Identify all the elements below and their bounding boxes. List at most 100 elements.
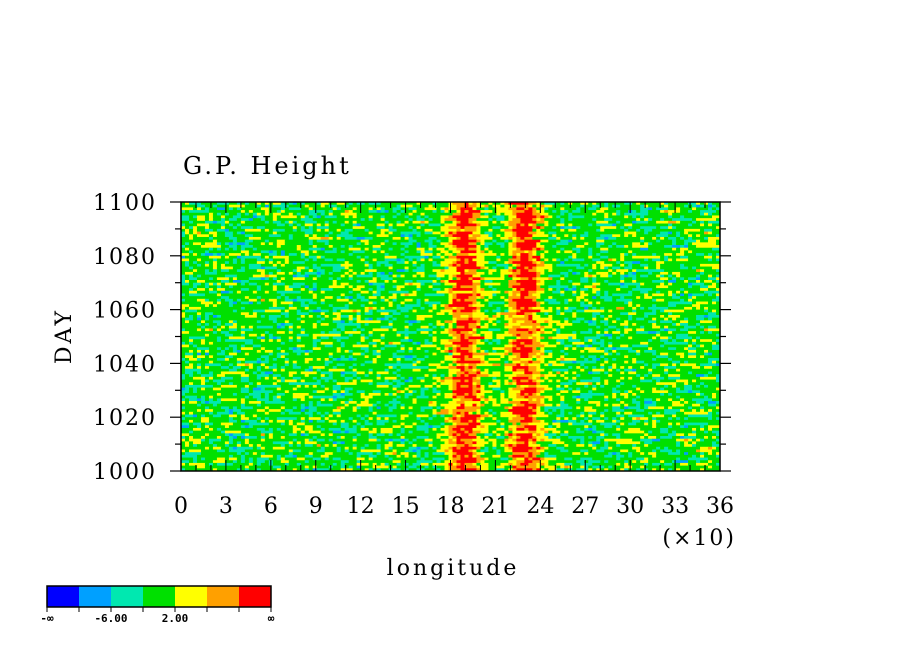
heatmap-cell — [368, 371, 374, 375]
heatmap-cell — [404, 247, 418, 252]
heatmap-cell — [604, 366, 609, 370]
heatmap-cell — [472, 304, 486, 308]
heatmap-cell — [664, 218, 673, 222]
heatmap-cell — [488, 325, 505, 330]
heatmap-cell — [536, 368, 545, 373]
heatmap-cell — [380, 250, 386, 254]
heatmap-cell — [692, 285, 701, 289]
heatmap-cell — [560, 277, 565, 281]
heatmap-cell — [220, 218, 226, 222]
heatmap-cell — [280, 347, 290, 351]
heatmap-cell — [360, 290, 370, 295]
heatmap-cell — [644, 349, 657, 354]
heatmap-cell — [352, 250, 366, 254]
heatmap-cell — [520, 271, 537, 276]
heatmap-cell — [336, 258, 346, 262]
heatmap-cell — [516, 239, 525, 243]
heatmap-cell — [181, 288, 190, 292]
heatmap-field — [181, 202, 720, 471]
heatmap-cell — [344, 379, 350, 383]
heatmap-cell — [560, 395, 565, 399]
heatmap-cell — [616, 212, 621, 217]
heatmap-cell — [716, 239, 720, 243]
heatmap-cell — [496, 261, 505, 265]
heatmap-cell — [204, 218, 210, 222]
heatmap-cell — [300, 218, 314, 222]
heatmap-cell — [360, 280, 366, 284]
heatmap-cell — [476, 226, 482, 230]
heatmap-cell — [652, 236, 657, 241]
heatmap-cell — [212, 236, 230, 241]
heatmap-cell — [308, 274, 318, 278]
heatmap-cell — [436, 323, 446, 327]
heatmap-cell — [280, 220, 286, 225]
heatmap-cell — [612, 387, 617, 391]
heatmap-cell — [356, 220, 386, 225]
heatmap-cell — [608, 371, 621, 375]
heatmap-cell — [356, 274, 374, 278]
heatmap-cell — [560, 309, 565, 313]
heatmap-cell — [272, 271, 278, 276]
heatmap-cell — [648, 290, 657, 295]
heatmap-cell — [240, 247, 246, 252]
heatmap-cell — [676, 339, 685, 343]
heatmap-cell — [184, 274, 190, 278]
heatmap-cell — [480, 266, 486, 270]
heatmap-cell — [264, 298, 270, 303]
heatmap-cell — [576, 234, 581, 238]
heatmap-cell — [624, 228, 629, 233]
heatmap-cell — [704, 280, 713, 284]
heatmap-cell — [676, 220, 681, 225]
heatmap-cell — [508, 274, 513, 278]
heatmap-cell — [252, 274, 266, 278]
heatmap-cell — [336, 247, 350, 252]
heatmap-cell — [184, 293, 190, 297]
heatmap-cell — [524, 266, 529, 270]
heatmap-cell — [512, 298, 533, 303]
heatmap-cell — [181, 339, 190, 343]
heatmap-cell — [436, 245, 446, 249]
heatmap-cell — [492, 266, 498, 270]
heatmap-cell — [440, 390, 454, 394]
heatmap-cell — [616, 368, 621, 373]
heatmap-cell — [592, 258, 601, 262]
heatmap-cell — [608, 250, 629, 254]
heatmap-cell — [552, 355, 561, 359]
heatmap-cell — [704, 223, 709, 227]
heatmap-cell — [488, 382, 494, 386]
heatmap-cell — [548, 296, 553, 300]
heatmap-cell — [284, 242, 310, 246]
heatmap-cell — [608, 382, 621, 386]
heatmap-cell — [552, 226, 557, 230]
heatmap-cell — [604, 212, 609, 217]
heatmap-cell — [640, 228, 645, 233]
heatmap-cell — [284, 376, 294, 381]
heatmap-cell — [488, 269, 498, 273]
heatmap-cell — [604, 358, 609, 362]
heatmap-cell — [692, 293, 705, 297]
heatmap-cell — [288, 207, 302, 211]
heatmap-cell — [544, 269, 549, 273]
heatmap-cell — [248, 366, 254, 370]
heatmap-cell — [408, 269, 414, 273]
heatmap-cell — [181, 306, 186, 311]
heatmap-cell — [376, 344, 386, 348]
heatmap-cell — [192, 234, 198, 238]
heatmap-cell — [328, 323, 338, 327]
heatmap-cell — [188, 358, 198, 362]
heatmap-cell — [236, 344, 242, 348]
heatmap-cell — [380, 341, 386, 346]
heatmap-cell — [292, 304, 302, 308]
heatmap-cell — [512, 239, 517, 243]
heatmap-cell — [640, 395, 677, 399]
heatmap-cell — [424, 231, 434, 235]
heatmap-cell — [508, 218, 513, 222]
heatmap-cell — [448, 349, 454, 354]
heatmap-cell — [188, 261, 194, 265]
heatmap-cell — [376, 258, 386, 262]
heatmap-cell — [656, 234, 669, 238]
heatmap-cell — [516, 320, 525, 324]
heatmap-cell — [424, 258, 430, 262]
heatmap-cell — [188, 341, 194, 346]
heatmap-cell — [584, 296, 593, 300]
